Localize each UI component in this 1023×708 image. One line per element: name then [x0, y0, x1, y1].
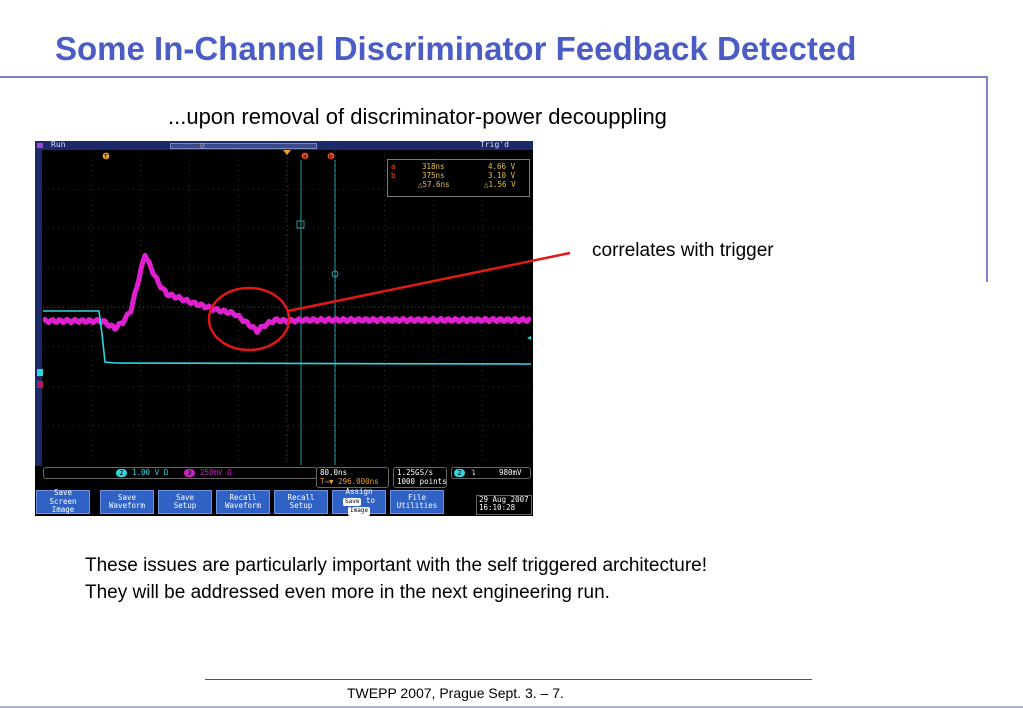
ch3-badge: 3	[184, 469, 195, 477]
cursor-b-handle	[331, 270, 339, 278]
annotation-pointer-line	[287, 251, 571, 313]
trig-status-label: Trig'd	[480, 141, 509, 149]
sample-rate: 1.25GS/s	[397, 468, 434, 477]
channel-scale-readout: 2 1.00 V Ω 3 250mV Ω	[43, 467, 317, 479]
ch2-ground-marker-icon	[37, 369, 43, 376]
trigger-readout: 2 ⮧ 980mV	[451, 467, 531, 479]
timebase-readout: 80.0ns T→▼ 296.000ns	[316, 467, 389, 488]
scope-left-bar	[35, 150, 42, 466]
ch2-scale: 1.00 V Ω	[132, 468, 169, 477]
cursor-b-time: 375ns	[422, 171, 445, 180]
record-length: 1000 points	[397, 477, 447, 486]
assign-save-button[interactable]: Assign Save to Image	[332, 488, 386, 516]
cursor-b-marker-icon	[327, 152, 335, 160]
title-rule	[0, 76, 988, 78]
cursor-a-volt: 4.66 V	[488, 162, 516, 171]
save-screen-image-button[interactable]: Save Screen Image	[36, 489, 90, 514]
cursor-a-tag: a	[391, 162, 396, 171]
cursor-a-marker-label: a	[303, 154, 307, 161]
body-line-2: They will be addressed even more in the …	[85, 582, 610, 603]
trigger-slope-icon: ⮧	[471, 468, 476, 477]
cursor-b-volt: 3.10 V	[488, 171, 516, 180]
trigger-level: 980mV	[499, 468, 522, 477]
scope-time: 16:10:28	[479, 503, 516, 512]
slide-title: Some In-Channel Discriminator Feedback D…	[55, 30, 857, 67]
slide-footer: TWEPP 2007, Prague Sept. 3. – 7.	[347, 685, 564, 701]
run-indicator-icon	[37, 143, 43, 148]
cursor-b-tag: b	[391, 171, 396, 180]
trigger-position-icon	[283, 150, 291, 155]
trigger-position-value: T→▼ 296.000ns	[320, 477, 379, 486]
record-position-marker: U	[200, 142, 205, 150]
waveform-display: T a b	[43, 150, 531, 465]
ch3-ground-marker-icon	[37, 381, 43, 388]
recall-waveform-button[interactable]: Recall Waveform	[216, 490, 270, 514]
delta-volt: △1.56 V	[484, 180, 516, 189]
scope-status-bar: Run U Trig'd	[35, 141, 533, 150]
trigger-level-icon	[527, 336, 531, 340]
ch3-waveform-trace	[43, 252, 531, 335]
recall-setup-button[interactable]: Recall Setup	[274, 490, 328, 514]
trigger-channel-badge: 2	[454, 469, 465, 477]
ch3-scale: 250mV Ω	[200, 468, 232, 477]
bottom-edge-rule	[0, 706, 1023, 708]
trigger-marker-label: T	[104, 154, 108, 161]
scope-date: 29 Aug 2007	[479, 495, 529, 504]
cursor-measurement-readout: a 318ns 4.66 V b 375ns 3.10 V △57.6ns △1…	[387, 159, 530, 197]
oscilloscope-screenshot: Run U Trig'd T a b a 318ns 4.66 V b 375n…	[35, 141, 533, 516]
ch2-waveform-trace	[43, 310, 531, 365]
cursor-a-time: 318ns	[422, 162, 445, 171]
slide-body: These issues are particularly important …	[85, 552, 707, 606]
record-position-bar	[170, 143, 317, 149]
delta-time: △57.6ns	[418, 180, 450, 189]
footer-rule	[205, 679, 812, 680]
slide-subtitle: ...upon removal of discriminator-power d…	[168, 104, 667, 129]
scope-menu-bar: Save Screen Image Save Waveform Save Setup …	[35, 488, 533, 516]
cursor-a-handle	[296, 220, 305, 229]
side-rule	[986, 76, 988, 282]
cursor-a-marker-icon	[301, 152, 309, 160]
acquisition-readout: 1.25GS/s 1000 points	[393, 467, 447, 488]
scope-date-time: 29 Aug 2007 16:10:28	[476, 495, 532, 515]
save-setup-button[interactable]: Save Setup	[158, 490, 212, 514]
run-label: Run	[51, 141, 66, 149]
body-line-1: These issues are particularly important …	[85, 555, 707, 576]
annotation-text: correlates with trigger	[592, 240, 774, 261]
save-waveform-button[interactable]: Save Waveform	[100, 490, 154, 514]
timebase-value: 80.0ns	[320, 468, 348, 477]
feedback-highlight-circle	[207, 286, 291, 352]
file-utilities-button[interactable]: File Utilities	[390, 490, 444, 514]
ch2-badge: 2	[116, 469, 127, 477]
cursor-b-marker-label: b	[329, 154, 333, 161]
trigger-marker-icon	[102, 152, 110, 160]
